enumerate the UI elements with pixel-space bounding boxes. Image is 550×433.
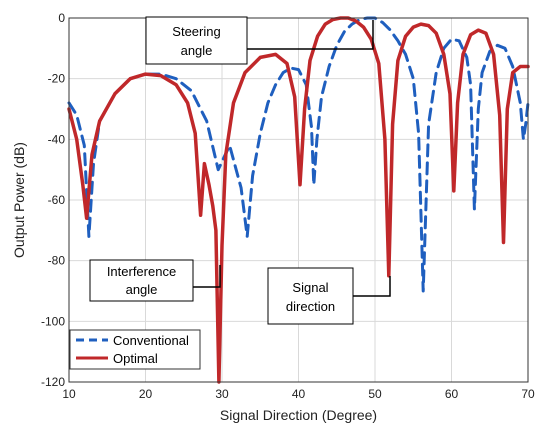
x-axis-label: Signal Direction (Degree) bbox=[220, 407, 377, 423]
y-axis-label: Output Power (dB) bbox=[11, 142, 27, 258]
series-line-conventional bbox=[67, 16, 530, 293]
legend: Conventional Optimal bbox=[69, 329, 201, 370]
legend-box bbox=[69, 329, 201, 370]
y-tick-label: -40 bbox=[48, 132, 66, 146]
x-tick-label: 40 bbox=[292, 387, 306, 401]
x-tick-label: 60 bbox=[445, 387, 459, 401]
legend-label-conventional: Conventional bbox=[113, 333, 189, 348]
plot-area bbox=[67, 16, 530, 384]
annotation-signal-pointer bbox=[353, 276, 391, 297]
annotation-interference-box bbox=[89, 259, 194, 302]
y-tick-label: -60 bbox=[48, 193, 66, 207]
annotation-interference-line-1: Interference bbox=[107, 264, 176, 279]
annotation-steering-line-2: angle bbox=[181, 43, 213, 58]
legend-label-optimal: Optimal bbox=[113, 351, 158, 366]
tick-labels: 10 20 30 40 50 60 70 0 -20 -40 -60 -80 -100 -120 bbox=[41, 11, 535, 401]
annotation-interference-pointer bbox=[193, 265, 221, 288]
annotation-signal-box bbox=[267, 267, 354, 325]
annotation-interference-line-2: angle bbox=[126, 282, 158, 297]
annotation-steering-pointer bbox=[247, 20, 374, 50]
plot-frame bbox=[68, 17, 529, 383]
annotation-signal-line-1: Signal bbox=[292, 280, 328, 295]
x-tick-label: 30 bbox=[215, 387, 229, 401]
y-tick-label: -120 bbox=[41, 375, 65, 389]
annotation-steering-box bbox=[145, 16, 248, 65]
x-tick-label: 70 bbox=[521, 387, 535, 401]
series-line-optimal bbox=[67, 16, 530, 384]
annotation-interference-angle: Interference angle bbox=[89, 259, 221, 302]
x-tick-label: 50 bbox=[368, 387, 382, 401]
y-tick-label: -100 bbox=[41, 314, 65, 328]
y-tick-label: -20 bbox=[48, 72, 66, 86]
annotation-signal-line-2: direction bbox=[286, 299, 335, 314]
x-tick-label: 10 bbox=[62, 387, 76, 401]
x-tick-label: 20 bbox=[139, 387, 153, 401]
annotation-steering-line-1: Steering bbox=[172, 24, 220, 39]
y-tick-label: -80 bbox=[48, 254, 66, 268]
annotation-steering-angle: Steering angle bbox=[145, 16, 374, 65]
annotation-signal-direction: Signal direction bbox=[267, 267, 391, 325]
y-tick-label: 0 bbox=[58, 11, 65, 25]
